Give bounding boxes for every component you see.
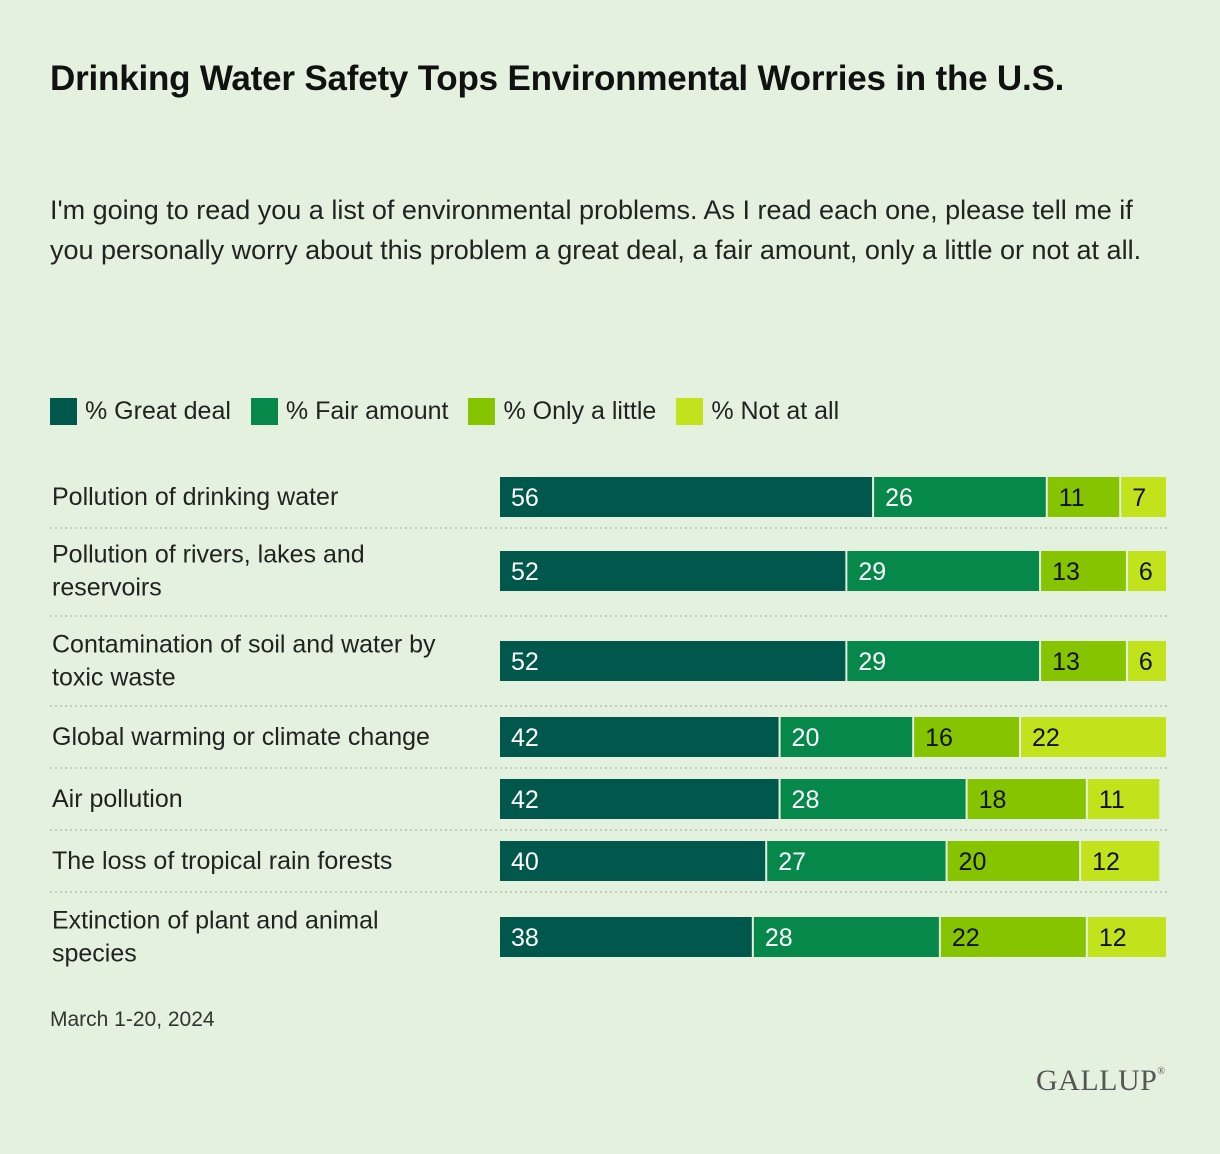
bar-segment (1121, 477, 1166, 517)
bar-value-label: 28 (792, 786, 820, 814)
bar-value-label: 18 (979, 786, 1007, 814)
row-label: Global warming or climate change (52, 723, 430, 751)
bar-value-label: 13 (1052, 648, 1080, 676)
bar-segment (1047, 477, 1120, 517)
legend-swatch-fair-amount (250, 397, 278, 425)
bar-segment (500, 477, 873, 517)
bar-value-label: 11 (1059, 484, 1085, 512)
bar-value-label: 20 (959, 848, 987, 876)
bar-value-label: 12 (1092, 848, 1120, 876)
bar-value-label: 11 (1099, 786, 1125, 814)
bar-value-label: 27 (778, 848, 806, 876)
bar-segment (753, 917, 939, 957)
bar-value-label: 12 (1099, 924, 1127, 952)
bar-segment (940, 917, 1086, 957)
bar-segment (500, 551, 846, 591)
bar-segment (500, 841, 766, 881)
bar-segment (847, 551, 1040, 591)
bar-segment (500, 717, 779, 757)
bar-segment (500, 917, 752, 957)
legend: % Great deal % Fair amount % Only a litt… (50, 395, 859, 427)
bar-segment (947, 841, 1080, 881)
bar-segment (767, 841, 946, 881)
bar-value-label: 22 (952, 924, 980, 952)
bar-value-label: 6 (1139, 648, 1153, 676)
registered-mark: ® (1157, 1066, 1166, 1077)
bar-value-label: 40 (511, 848, 539, 876)
bar-value-label: 20 (792, 724, 820, 752)
bar-value-label: 6 (1139, 558, 1153, 586)
bar-value-label: 29 (858, 648, 886, 676)
bar-segment (874, 477, 1046, 517)
bar-value-label: 52 (511, 558, 539, 586)
bar-value-label: 38 (511, 924, 539, 952)
legend-swatch-great-deal (50, 397, 77, 425)
bar-segment (1127, 551, 1166, 591)
bar-value-label: 29 (858, 558, 886, 586)
bar-value-label: 28 (765, 924, 793, 952)
legend-item-not-at-all: % Not at all (676, 397, 839, 426)
legend-label-only-a-little: % Only a little (503, 396, 657, 425)
bar-value-label: 56 (511, 484, 539, 512)
bar-segment (1021, 717, 1166, 757)
bar-value-label: 22 (1032, 724, 1060, 752)
row-label: The loss of tropical rain forests (52, 847, 392, 875)
chart-title: Drinking Water Safety Tops Environmental… (50, 59, 1065, 98)
bar-value-label: 26 (885, 484, 913, 512)
bar-value-label: 13 (1052, 558, 1080, 586)
bar-segment (1087, 779, 1160, 819)
row-label: Air pollution (52, 785, 183, 813)
bar-segment (780, 717, 913, 757)
gallup-logo-text: GALLUP (1036, 1064, 1158, 1097)
bar-segment (500, 641, 846, 681)
row-label: Pollution of drinking water (52, 483, 338, 511)
legend-item-great-deal: % Great deal (50, 397, 231, 426)
legend-label-fair-amount: % Fair amount (285, 396, 449, 425)
legend-item-only-a-little: % Only a little (468, 397, 656, 426)
bar-segment (1087, 917, 1166, 957)
row-label: Pollution of rivers, lakes and reservoirs (52, 541, 365, 602)
bar-segment (1127, 641, 1166, 681)
bar-segment (1081, 841, 1160, 881)
bar-value-label: 16 (925, 724, 953, 752)
bar-value-label: 42 (511, 786, 539, 814)
legend-swatch-not-at-all (676, 397, 704, 425)
bar-segment (967, 779, 1086, 819)
bar-segment (780, 779, 966, 819)
bar-value-label: 52 (511, 648, 539, 676)
survey-date: March 1-20, 2024 (50, 1008, 215, 1031)
bar-segment (1041, 641, 1126, 681)
bar-segment (1041, 551, 1126, 591)
gallup-logo: GALLUP® (1036, 1064, 1165, 1098)
bar-value-label: 42 (511, 724, 539, 752)
row-label: Contamination of soil and water by toxic … (52, 631, 436, 692)
row-label: Extinction of plant and animal species (52, 907, 379, 968)
legend-item-fair-amount: % Fair amount (250, 396, 449, 426)
chart-subtitle: I'm going to read you a list of environm… (50, 195, 1142, 265)
legend-label-great-deal: % Great deal (85, 396, 231, 425)
bar-segment (847, 641, 1040, 681)
legend-label-not-at-all: % Not at all (711, 396, 840, 425)
legend-swatch-only-a-little (468, 397, 496, 425)
bar-value-label: 7 (1132, 484, 1146, 512)
bar-segment (500, 779, 779, 819)
bar-segment (914, 717, 1020, 757)
